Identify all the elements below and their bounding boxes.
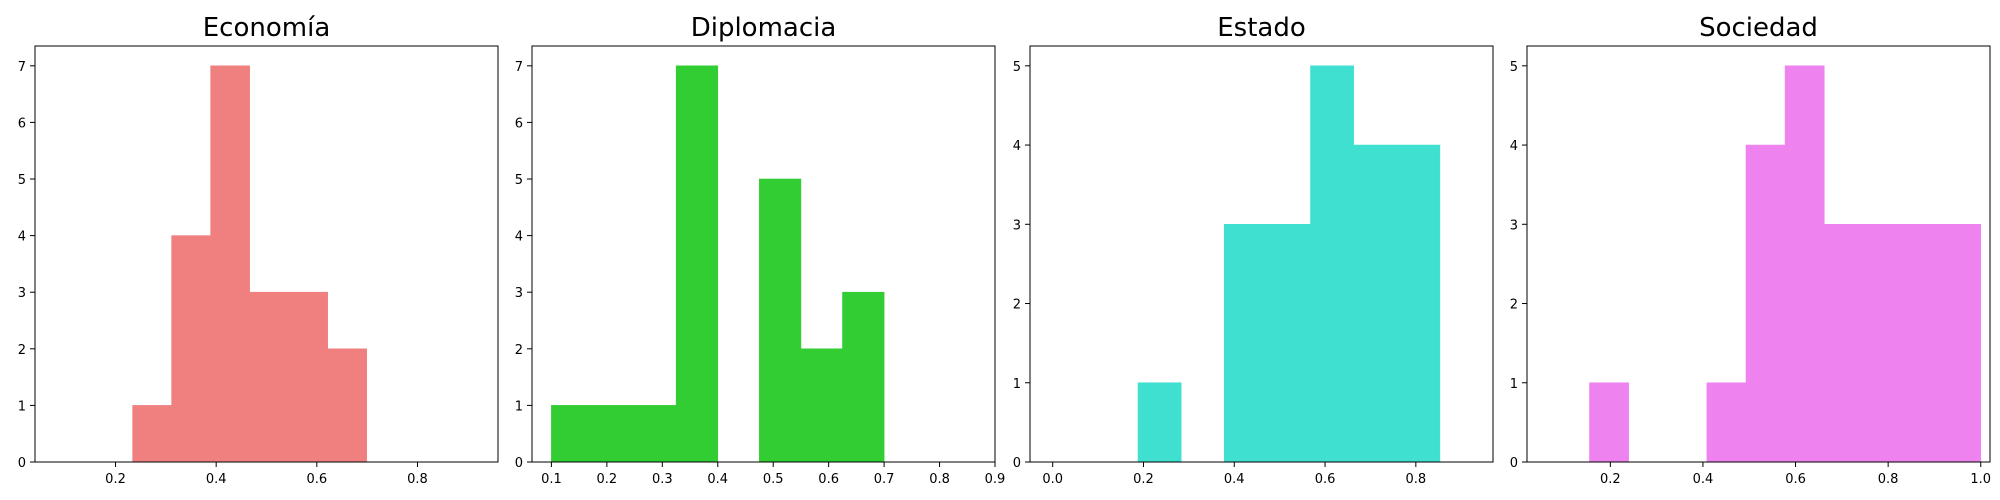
y-tick-label: 5 (1013, 60, 1021, 75)
histogram-bar (1589, 382, 1629, 463)
histogram-bar (1902, 223, 1942, 463)
y-tick-label: 1 (515, 399, 523, 414)
y-tick-label: 2 (1013, 298, 1021, 313)
x-tick-label: 0.4 (1224, 472, 1245, 487)
histogram-bar (327, 348, 367, 463)
axes-frame (1029, 45, 1494, 463)
histogram-bar (1784, 65, 1825, 463)
x-tick-label: 0.9 (985, 472, 1006, 487)
y-tick-label: 0 (18, 456, 26, 471)
y-tick-label: 4 (1013, 139, 1021, 154)
histogram-bar (1137, 382, 1182, 463)
histogram-bar (171, 235, 211, 463)
x-tick-label: 0.6 (818, 472, 839, 487)
y-tick-label: 1 (1510, 377, 1518, 392)
y-tick-label: 3 (1013, 218, 1021, 233)
histogram-bar (759, 178, 802, 463)
x-tick-label: 0.6 (1315, 472, 1336, 487)
y-tick-label: 7 (515, 60, 523, 75)
panel-title: Diplomacia (691, 13, 837, 43)
x-tick-label: 0.5 (763, 472, 784, 487)
y-tick-label: 1 (18, 399, 26, 414)
y-tick-label: 2 (18, 343, 26, 358)
axes-frame (531, 45, 996, 463)
y-tick-label: 3 (1510, 218, 1518, 233)
panel-title: Estado (1217, 13, 1306, 43)
x-tick-label: 0.2 (105, 472, 126, 487)
histogram-bar (249, 291, 289, 463)
y-tick-label: 4 (1510, 139, 1518, 154)
histogram-bar (634, 405, 677, 463)
x-tick-label: 0.8 (1405, 472, 1426, 487)
y-tick-label: 4 (515, 230, 523, 245)
histogram-bar (132, 405, 172, 463)
y-tick-label: 3 (515, 286, 523, 301)
x-tick-label: 0.2 (1600, 472, 1621, 487)
y-tick-label: 1 (1013, 377, 1021, 392)
x-tick-label: 0.0 (1042, 472, 1063, 487)
histogram-bar (1396, 144, 1441, 463)
y-tick-label: 3 (18, 286, 26, 301)
histogram-bar (1706, 382, 1747, 463)
x-tick-label: 1.0 (1970, 472, 1991, 487)
histogram-bar (592, 405, 635, 463)
histogram-bar (1941, 223, 1982, 463)
x-tick-label: 0.4 (206, 472, 227, 487)
histogram-bar (800, 348, 843, 463)
x-tick-label: 0.4 (1693, 472, 1714, 487)
x-tick-label: 0.2 (597, 472, 618, 487)
panel-title: Sociedad (1699, 13, 1818, 43)
y-tick-label: 2 (1510, 298, 1518, 313)
x-tick-label: 0.1 (541, 472, 562, 487)
histogram-bar (210, 65, 250, 463)
x-tick-label: 0.8 (407, 472, 428, 487)
y-tick-label: 7 (18, 60, 26, 75)
histogram-bar (1353, 144, 1398, 463)
histogram-bar (551, 405, 594, 463)
panel-title: Economía (203, 13, 331, 43)
x-tick-label: 0.8 (929, 472, 950, 487)
histogram-bar (675, 65, 719, 463)
histogram-bar (1223, 223, 1268, 463)
histogram-bar (1823, 223, 1864, 463)
y-tick-label: 0 (515, 456, 523, 471)
y-tick-label: 6 (515, 116, 523, 131)
y-tick-label: 4 (18, 230, 26, 245)
x-tick-label: 0.6 (1785, 472, 1806, 487)
y-tick-label: 5 (18, 173, 26, 188)
axes-frame (1526, 45, 1991, 463)
y-tick-label: 5 (1510, 60, 1518, 75)
histogram-bar (1310, 65, 1354, 463)
x-tick-label: 0.6 (306, 472, 327, 487)
y-tick-label: 6 (18, 116, 26, 131)
histogram-bar (842, 291, 885, 463)
x-tick-label: 0.3 (652, 472, 673, 487)
axes-frame (34, 45, 499, 463)
x-tick-label: 0.4 (707, 472, 728, 487)
histogram-bar (288, 291, 328, 463)
x-tick-label: 0.8 (1878, 472, 1899, 487)
y-tick-label: 2 (515, 343, 523, 358)
y-tick-label: 5 (515, 173, 523, 188)
histogram-bar (1863, 223, 1903, 463)
y-tick-label: 0 (1510, 456, 1518, 471)
histogram-bar (1745, 144, 1786, 463)
x-tick-label: 0.7 (874, 472, 895, 487)
y-tick-label: 0 (1013, 456, 1021, 471)
histogram-bar (1267, 223, 1311, 463)
x-tick-label: 0.2 (1133, 472, 1154, 487)
